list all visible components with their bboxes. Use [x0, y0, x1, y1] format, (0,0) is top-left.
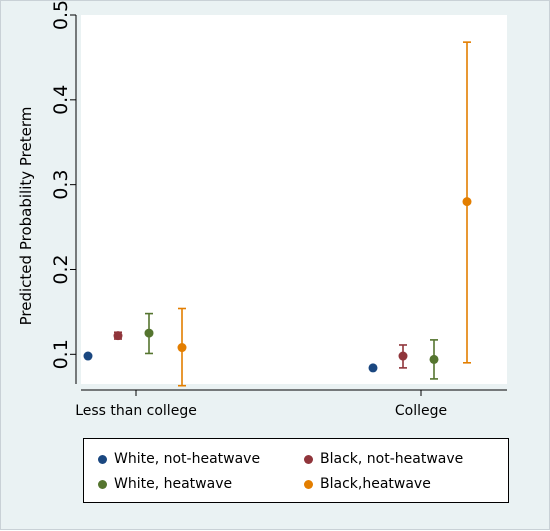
data-point	[177, 343, 187, 353]
legend-item-black-heatwave: Black,heatwave	[304, 476, 431, 492]
legend-item-white-not-heatwave: White, not-heatwave	[98, 451, 260, 467]
legend-item-white-heatwave: White, heatwave	[98, 476, 232, 492]
x-axis-ticks: Less than college College	[75, 390, 447, 419]
legend-item-black-not-heatwave: Black, not-heatwave	[304, 451, 463, 467]
y-axis-title: Predicted Probability Preterm	[17, 107, 35, 326]
data-point	[83, 351, 93, 361]
data-point	[462, 197, 472, 207]
data-point	[398, 351, 408, 361]
y-tick-label: 0.5	[50, 1, 72, 30]
y-tick-label: 0.4	[50, 85, 72, 115]
x-tick-label: College	[395, 403, 447, 419]
data-point	[429, 354, 439, 364]
legend-label: White, not-heatwave	[114, 451, 261, 467]
y-tick-label: 0.3	[50, 170, 72, 200]
data-point	[368, 363, 378, 373]
legend-label: White, heatwave	[114, 476, 233, 492]
x-tick-label: Less than college	[75, 403, 197, 419]
plot-area	[81, 15, 507, 384]
legend-marker	[304, 454, 313, 464]
y-tick-label: 0.2	[50, 254, 72, 284]
legend: White, not-heatwave Black, not-heatwave …	[83, 438, 509, 503]
legend-label: Black,heatwave	[320, 476, 431, 492]
legend-marker	[98, 479, 107, 489]
data-point	[144, 328, 154, 338]
legend-label: Black, not-heatwave	[320, 451, 464, 467]
data-point	[113, 331, 123, 341]
legend-marker	[98, 454, 107, 464]
data-marks	[83, 41, 472, 387]
legend-marker	[304, 479, 313, 489]
y-axis-ticks: 0.1 0.2 0.3 0.4 0.5	[50, 1, 76, 369]
y-tick-label: 0.1	[50, 339, 72, 369]
